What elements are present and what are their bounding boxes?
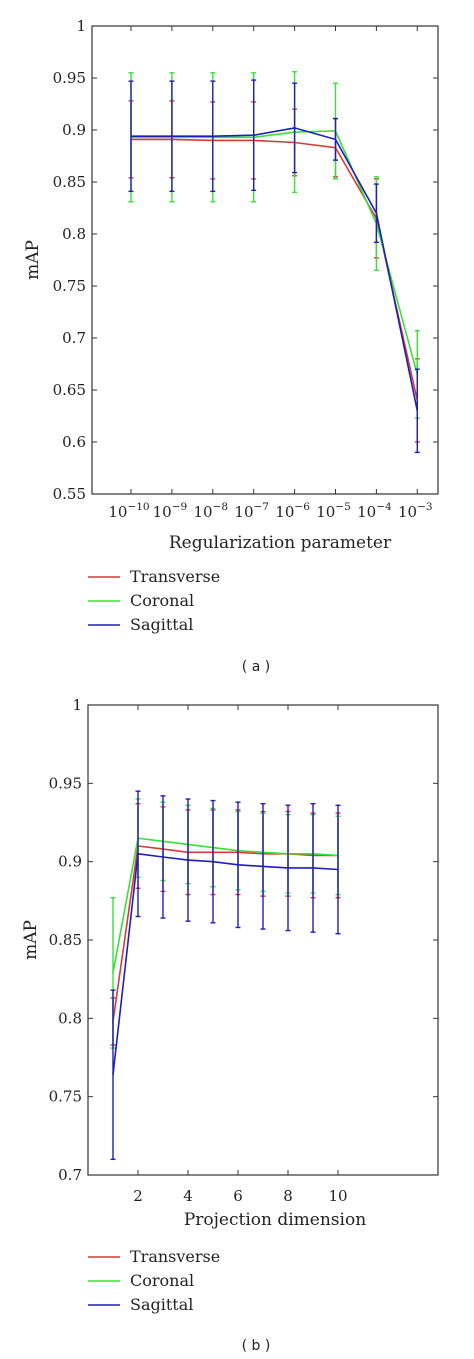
- legend-label: Coronal: [130, 1271, 194, 1290]
- x-tick-exponent: −9: [172, 501, 187, 513]
- legend-item: Coronal: [88, 1271, 194, 1290]
- legend-item: Transverse: [88, 567, 220, 586]
- legend-item: Transverse: [88, 1247, 220, 1266]
- x-tick-base: 10: [316, 503, 335, 521]
- y-axis-title-b: mAP: [21, 920, 41, 960]
- x-tick-base: 10: [108, 503, 127, 521]
- x-tick-label: 6: [233, 1187, 243, 1205]
- x-tick-label: 4: [183, 1187, 193, 1205]
- legend-label: Sagittal: [130, 615, 193, 634]
- x-axis-b: 2 4 6 8 10: [133, 705, 348, 1205]
- chart-panel-a: 0.550.60.650.70.750.80.850.90.951 10−10 1…: [23, 17, 439, 675]
- y-tick-label: 1: [72, 696, 82, 714]
- series-line: [112, 845, 338, 1022]
- x-tick-label: 10−5: [316, 501, 351, 521]
- x-tick-base: 10: [194, 503, 213, 521]
- y-tick-label: 0.8: [58, 1009, 82, 1027]
- x-tick-label: 10−7: [234, 501, 269, 521]
- y-tick-label: 0.9: [62, 121, 86, 139]
- x-tick-label: 10−10: [108, 501, 149, 521]
- x-tick-exponent: −7: [254, 501, 269, 513]
- y-tick-label: 0.85: [53, 173, 86, 191]
- series-group-a: [128, 71, 420, 454]
- legend-item: Sagittal: [88, 615, 193, 634]
- series-transverse: [110, 803, 341, 1046]
- x-tick-base: 10: [153, 503, 172, 521]
- legend-item: Sagittal: [88, 1295, 193, 1314]
- x-axis-title-a: Regularization parameter: [169, 533, 392, 553]
- x-tick-exponent: −3: [417, 501, 432, 513]
- series-line: [131, 127, 419, 411]
- legend-a: Transverse Coronal Sagittal: [88, 567, 220, 634]
- plot-area-b: [87, 704, 439, 1176]
- x-tick-base: 10: [398, 503, 417, 521]
- y-tick-label: 0.7: [58, 1166, 82, 1184]
- x-tick-label: 10−6: [275, 501, 310, 521]
- y-tick-label: 0.95: [49, 774, 82, 792]
- x-tick-label: 10−4: [357, 501, 392, 521]
- legend-label: Coronal: [130, 591, 194, 610]
- series-line: [112, 837, 339, 974]
- y-tick-label: 0.9: [58, 853, 82, 871]
- y-tick-label: 1: [76, 17, 86, 35]
- legend-label: Sagittal: [130, 1295, 193, 1314]
- x-tick-exponent: −6: [294, 501, 310, 513]
- legend-label: Transverse: [130, 567, 220, 586]
- x-tick-label: 10−9: [153, 501, 188, 521]
- y-axis-title-a: mAP: [23, 240, 43, 280]
- y-tick-label: 0.65: [53, 381, 86, 399]
- caption-b: ( b ): [242, 1338, 271, 1354]
- plot-area-a: [91, 25, 439, 495]
- y-axis-a: 0.55 0.6 0.65 0.7 0.75 0.8 0.85 0.9 0.95 1: [53, 17, 438, 503]
- y-tick-label: 0.6: [62, 433, 86, 451]
- series-coronal: [110, 798, 341, 1049]
- y-tick-label: 0.75: [53, 277, 86, 295]
- x-tick-label: 10−3: [398, 501, 433, 521]
- legend-item: Coronal: [88, 591, 194, 610]
- x-tick-exponent: −5: [335, 501, 350, 513]
- y-tick-label: 0.8: [62, 225, 86, 243]
- x-tick-label: 10: [328, 1187, 347, 1205]
- x-tick-base: 10: [234, 503, 253, 521]
- series-sagittal: [110, 790, 341, 1161]
- y-axis-b: 0.7 0.75 0.8 0.85 0.9 0.95 1: [49, 696, 438, 1184]
- legend-label: Transverse: [130, 1247, 220, 1266]
- y-tick-label: 0.95: [53, 69, 86, 87]
- x-axis-title-b: Projection dimension: [184, 1210, 366, 1230]
- y-tick-label: 0.55: [53, 485, 86, 503]
- y-tick-label: 0.85: [49, 931, 82, 949]
- x-tick-label: 2: [133, 1187, 143, 1205]
- caption-a: ( a ): [242, 659, 270, 675]
- series-line: [112, 852, 339, 1075]
- x-tick-base: 10: [357, 503, 376, 521]
- x-tick-exponent: −10: [127, 501, 149, 513]
- x-axis-a: 10−10 10−9 10−8 10−7 10−6 10−5 10−4 10−3: [108, 26, 433, 521]
- y-tick-label: 0.7: [62, 329, 86, 347]
- chart-panel-b: 0.7 0.75 0.8 0.85 0.9 0.95 1 2 4 6 8 10 mAP Projec…: [21, 696, 439, 1354]
- series-group-b: [110, 790, 341, 1161]
- y-tick-label: 0.75: [49, 1088, 82, 1106]
- x-tick-label: 8: [283, 1187, 293, 1205]
- series-sagittal: [128, 79, 420, 454]
- legend-b: Transverse Coronal Sagittal: [88, 1247, 220, 1314]
- x-tick-label: 10−8: [194, 501, 229, 521]
- x-tick-exponent: −8: [213, 501, 228, 513]
- x-tick-exponent: −4: [376, 501, 392, 513]
- series-line: [131, 130, 419, 375]
- x-tick-base: 10: [275, 503, 294, 521]
